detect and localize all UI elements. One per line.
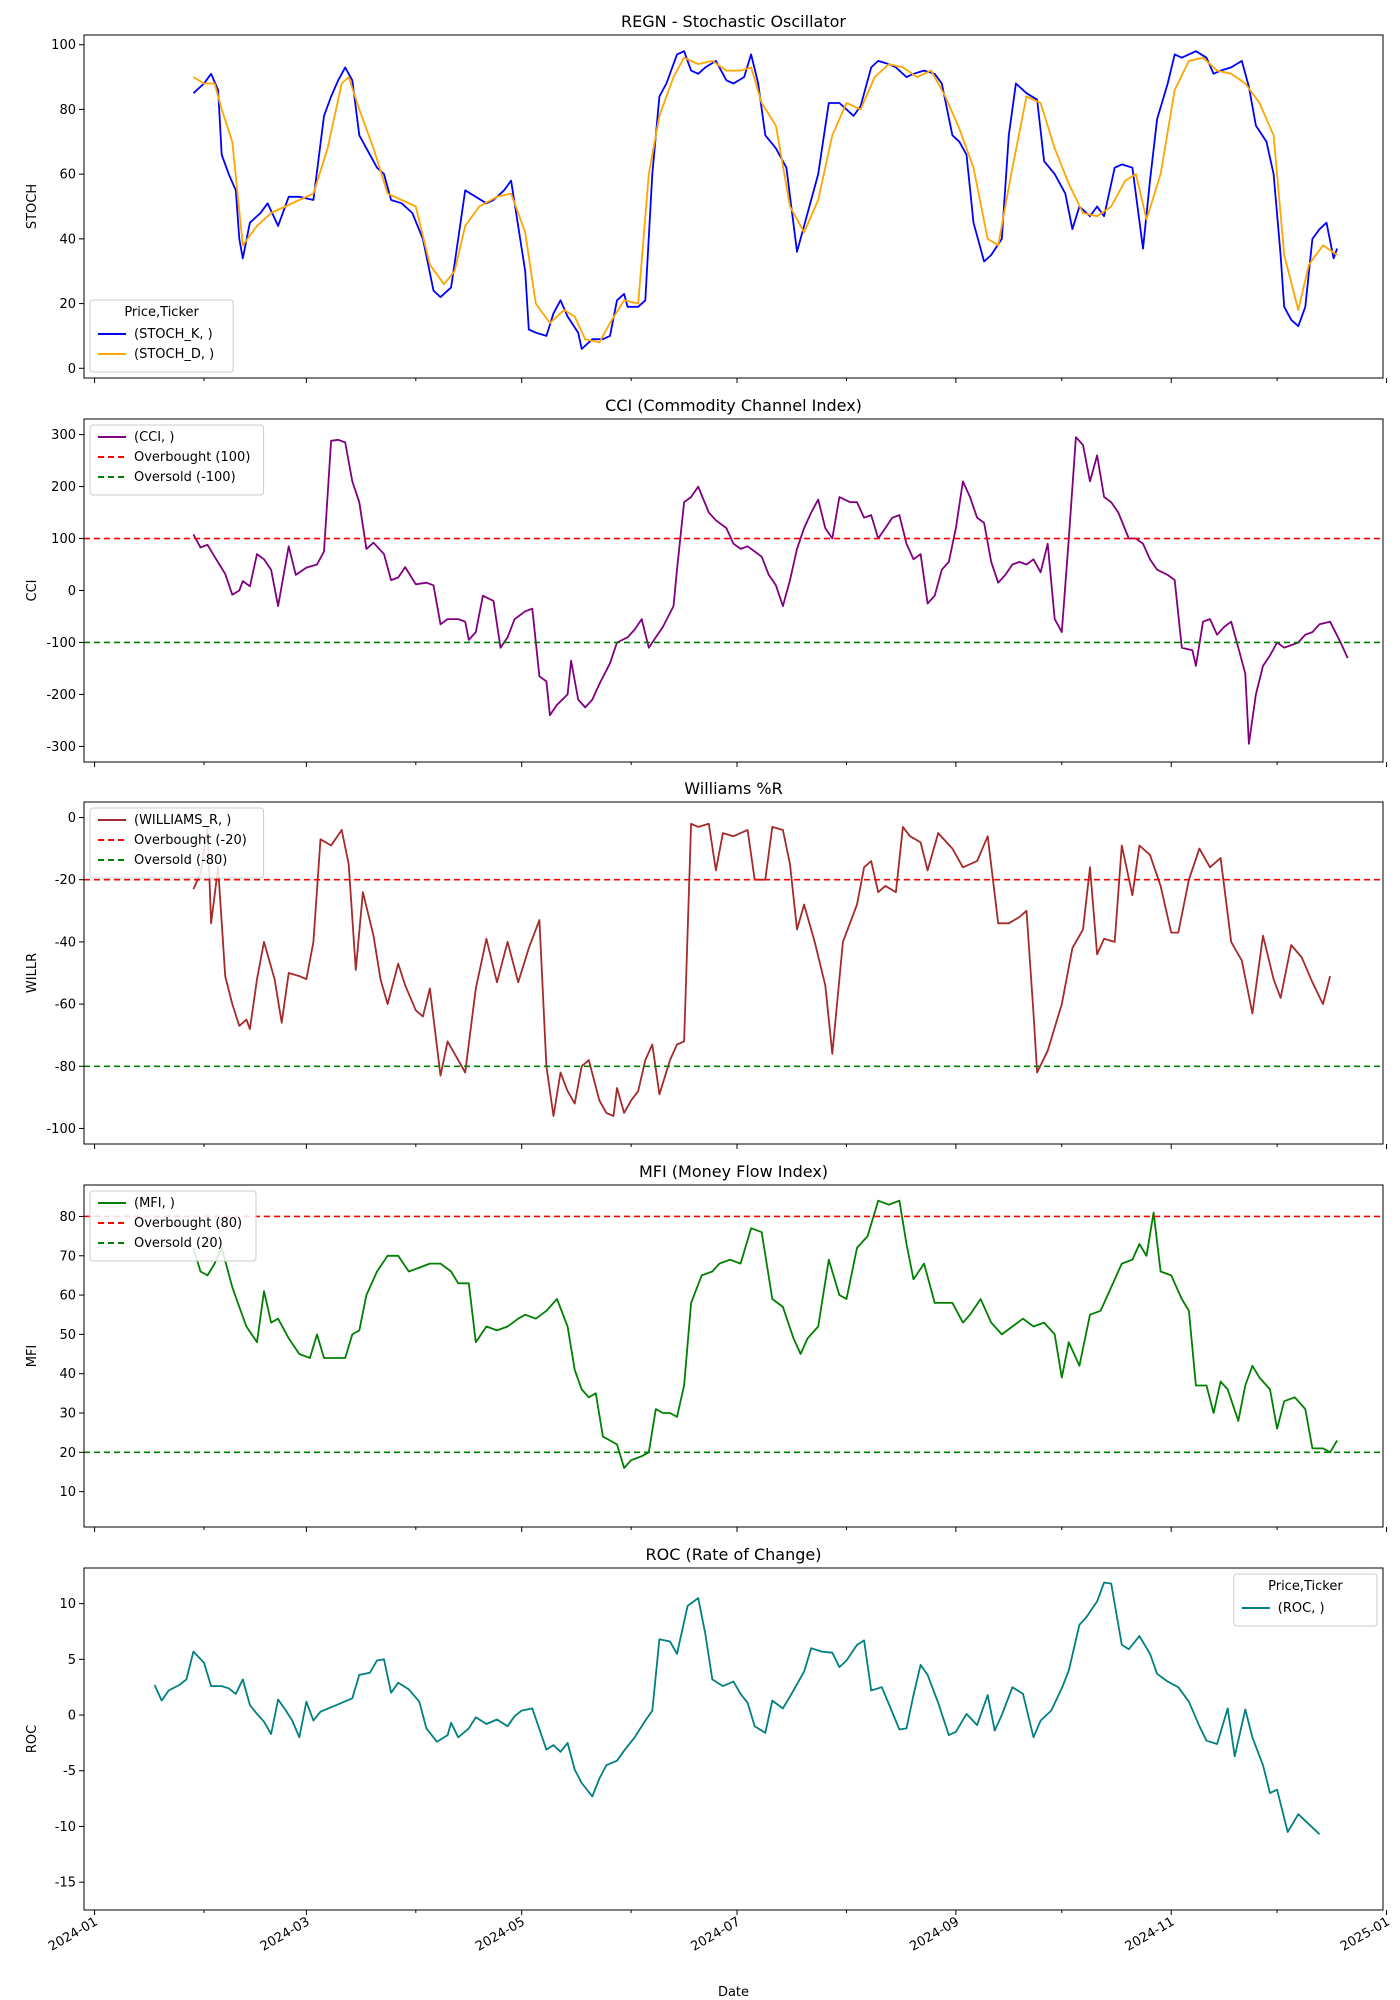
y-tick-label: 60 bbox=[59, 168, 76, 183]
series-line bbox=[192, 1199, 1338, 1469]
legend-label: Overbought (-20) bbox=[134, 833, 247, 848]
legend: (MFI, ) Overbought (80) Oversold (20) bbox=[89, 1190, 257, 1262]
y-tick-label: 10 bbox=[59, 1485, 76, 1500]
y-tick-label: 80 bbox=[59, 103, 76, 118]
y-tick-label: 10 bbox=[59, 1597, 76, 1612]
plot-area bbox=[192, 50, 1338, 350]
legend-title: Price,Ticker bbox=[1268, 1579, 1343, 1594]
panel-1: REGN - Stochastic Oscillator STOCH 0 20 40 60… bbox=[25, 12, 1388, 383]
axes-frame bbox=[83, 801, 1384, 1145]
x-tick-label: 2024-03 bbox=[258, 1914, 313, 1954]
y-tick-label: 50 bbox=[59, 1328, 76, 1343]
y-tick-label: -60 bbox=[55, 998, 76, 1013]
axes-frame bbox=[83, 34, 1384, 379]
x-tick-label: 2025-01 bbox=[1338, 1914, 1393, 1954]
legend-box bbox=[89, 807, 265, 879]
plot-area bbox=[153, 1581, 1321, 1835]
series-line bbox=[192, 436, 1349, 745]
axes-frame bbox=[83, 1567, 1384, 1911]
legend-label: (WILLIAMS_R, ) bbox=[134, 813, 231, 828]
y-tick-label: -200 bbox=[46, 688, 76, 703]
legend-label: Overbought (80) bbox=[134, 1216, 242, 1231]
legend-label: Oversold (20) bbox=[134, 1236, 223, 1251]
y-tick-label: -300 bbox=[46, 740, 76, 755]
y-axis-label: ROC bbox=[25, 1725, 40, 1753]
y-axis-label: WILLR bbox=[25, 953, 40, 993]
legend-label: (ROC, ) bbox=[1278, 1601, 1325, 1616]
legend-label: Overbought (100) bbox=[134, 450, 250, 465]
y-axis-label: STOCH bbox=[25, 184, 40, 229]
x-tick-label: 2024-07 bbox=[688, 1914, 743, 1954]
y-tick-label: -15 bbox=[55, 1876, 76, 1891]
y-tick-label: 20 bbox=[59, 297, 76, 312]
legend: Price,Ticker (STOCH_K, ) (STOCH_D, ) bbox=[89, 299, 234, 373]
legend: (CCI, ) Overbought (100) Oversold (-100) bbox=[89, 424, 265, 496]
y-tick-label: 5 bbox=[68, 1653, 76, 1668]
y-tick-label: -100 bbox=[46, 636, 76, 651]
y-tick-label: -5 bbox=[63, 1764, 76, 1779]
axes-frame bbox=[83, 1184, 1384, 1528]
y-tick-label: 0 bbox=[68, 362, 76, 377]
y-tick-label: 100 bbox=[51, 38, 76, 53]
series-line bbox=[192, 50, 1338, 350]
legend-label: (MFI, ) bbox=[134, 1196, 175, 1211]
y-tick-label: -10 bbox=[55, 1820, 76, 1835]
legend-label: Oversold (-100) bbox=[134, 470, 236, 485]
legend-label: (STOCH_D, ) bbox=[134, 347, 214, 362]
legend-title: Price,Ticker bbox=[124, 305, 199, 320]
chart-title: Williams %R bbox=[684, 779, 782, 798]
legend-label: Oversold (-80) bbox=[134, 853, 227, 868]
y-tick-label: 0 bbox=[68, 811, 76, 826]
y-tick-label: -40 bbox=[55, 935, 76, 950]
plot-area bbox=[84, 822, 1383, 1117]
y-axis-label: MFI bbox=[25, 1345, 40, 1368]
plot-area bbox=[84, 1199, 1383, 1469]
panel-5: ROC (Rate of Change) ROC -15 -10 -5 0 5 10 Price… bbox=[25, 1545, 1388, 1915]
legend-box bbox=[89, 1190, 257, 1262]
y-tick-label: 20 bbox=[59, 1446, 76, 1461]
x-tick-label: 2024-09 bbox=[907, 1914, 962, 1954]
axes-frame bbox=[83, 418, 1384, 763]
y-tick-label: -80 bbox=[55, 1060, 76, 1075]
y-tick-label: 300 bbox=[51, 428, 76, 443]
legend-label: (STOCH_K, ) bbox=[134, 327, 213, 342]
legend-label: (CCI, ) bbox=[134, 430, 174, 445]
x-tick-label: 2024-11 bbox=[1123, 1914, 1178, 1954]
y-axis-label: CCI bbox=[25, 580, 40, 602]
y-tick-label: -20 bbox=[55, 873, 76, 888]
legend: (WILLIAMS_R, ) Overbought (-20) Oversold (… bbox=[89, 807, 265, 879]
y-tick-label: 0 bbox=[68, 584, 76, 599]
legend-box bbox=[89, 424, 265, 496]
y-tick-label: -100 bbox=[46, 1122, 76, 1137]
y-tick-label: 30 bbox=[59, 1407, 76, 1422]
y-tick-label: 100 bbox=[51, 532, 76, 547]
series-line bbox=[192, 822, 1331, 1117]
y-tick-label: 70 bbox=[59, 1249, 76, 1264]
y-tick-label: 200 bbox=[51, 480, 76, 495]
x-tick-label: 2024-01 bbox=[46, 1914, 101, 1954]
series-line bbox=[153, 1581, 1321, 1835]
y-tick-label: 40 bbox=[59, 232, 76, 247]
chart-title: MFI (Money Flow Index) bbox=[639, 1162, 828, 1181]
plot-area bbox=[84, 436, 1383, 745]
panel-4: MFI (Money Flow Index) MFI 10 20 30 40 50 60 70 8… bbox=[25, 1162, 1388, 1532]
y-tick-label: 60 bbox=[59, 1289, 76, 1304]
series-line bbox=[192, 56, 1338, 344]
y-tick-label: 0 bbox=[68, 1709, 76, 1724]
chart-title: ROC (Rate of Change) bbox=[646, 1545, 822, 1564]
x-axis-label: Date bbox=[718, 1985, 749, 2000]
y-tick-label: 40 bbox=[59, 1367, 76, 1382]
panel-2: CCI (Commodity Channel Index) CCI -300 -200… bbox=[25, 396, 1388, 767]
chart-title: CCI (Commodity Channel Index) bbox=[605, 396, 862, 415]
panel-3: Williams %R WILLR -100 -80 -60 -40 -20 0 (WILLIA… bbox=[25, 779, 1388, 1149]
x-tick-label: 2024-05 bbox=[473, 1914, 528, 1954]
chart-title: REGN - Stochastic Oscillator bbox=[621, 12, 846, 31]
y-tick-label: 80 bbox=[59, 1210, 76, 1225]
legend-box bbox=[1233, 1573, 1378, 1627]
legend: Price,Ticker (ROC, ) bbox=[1233, 1573, 1378, 1627]
